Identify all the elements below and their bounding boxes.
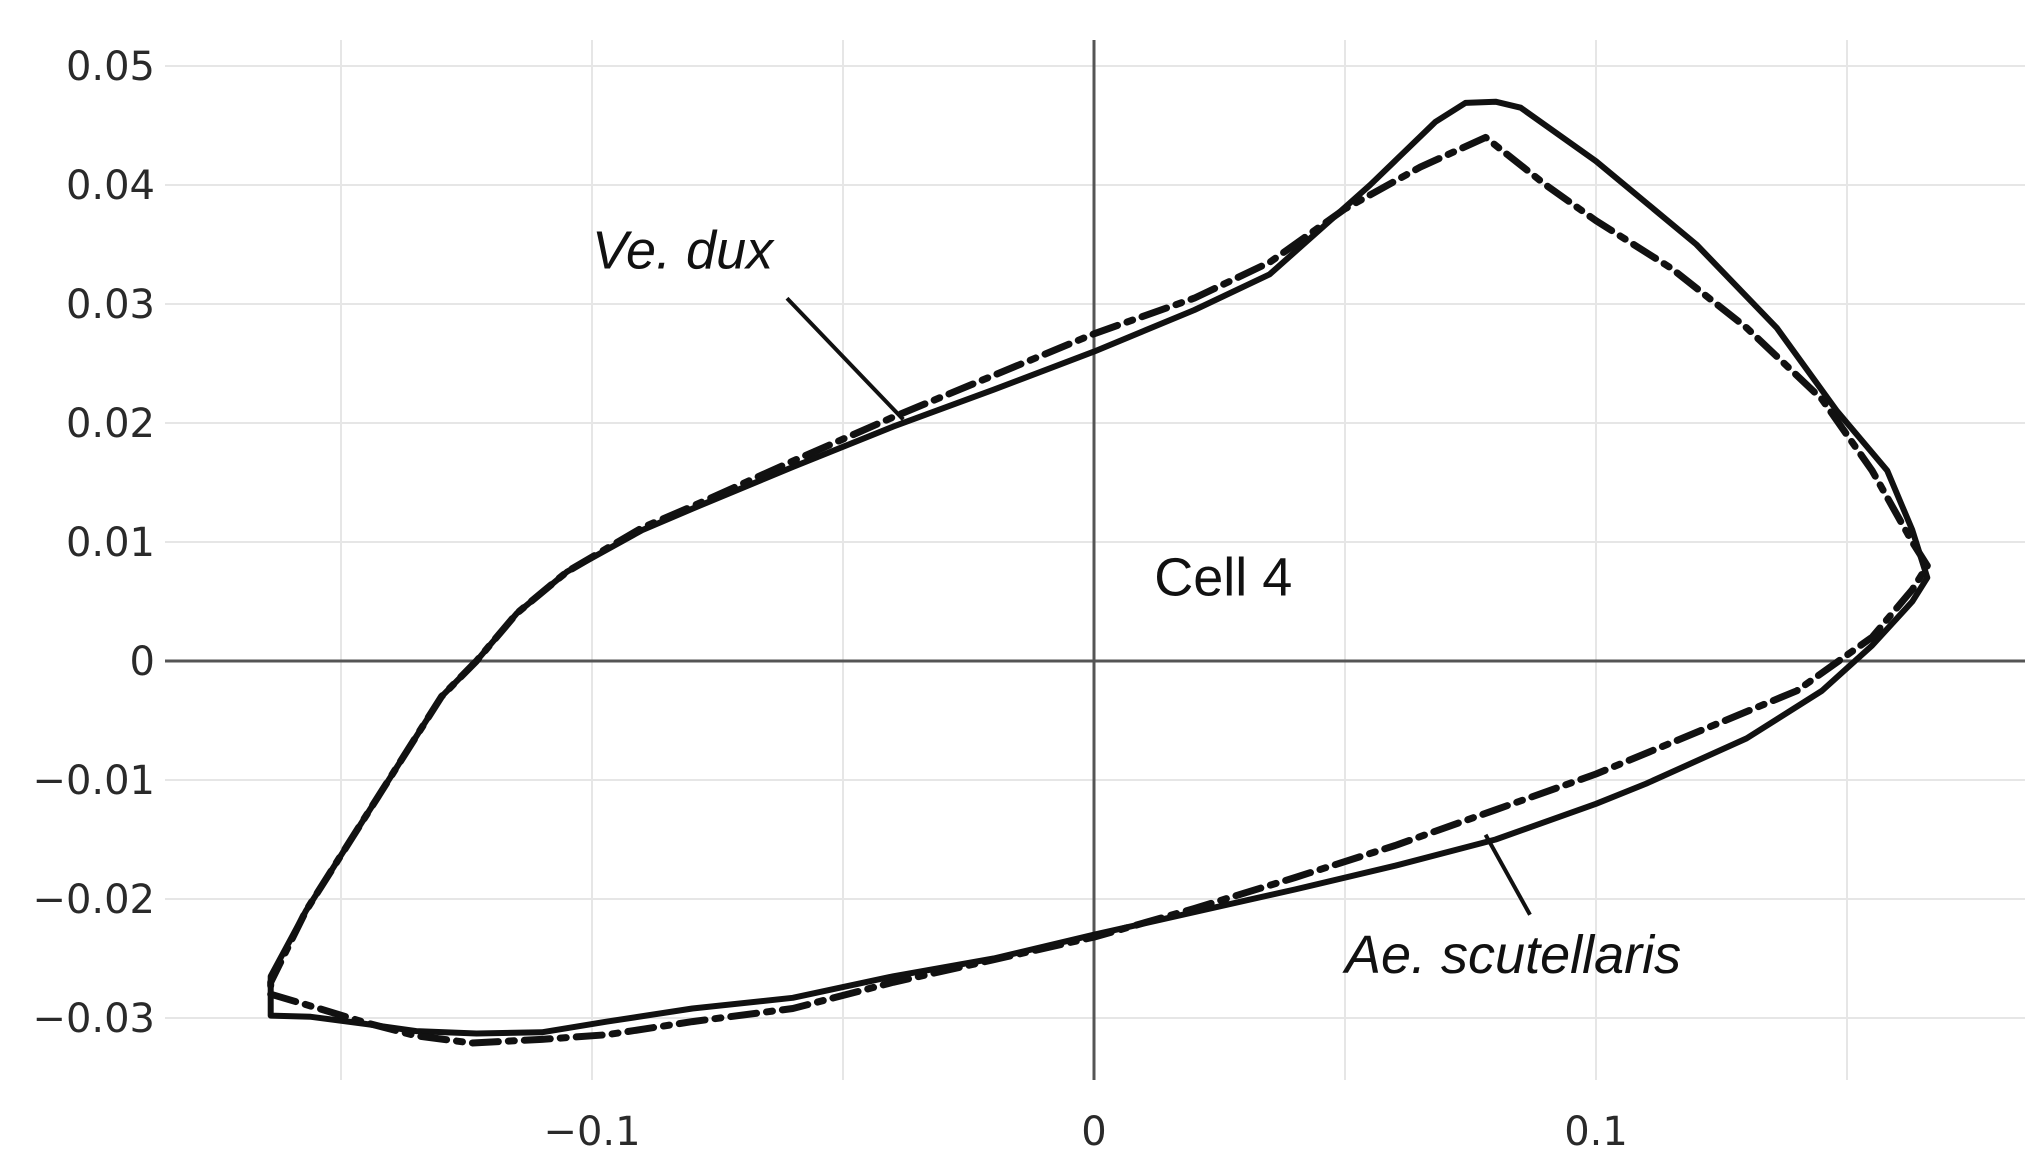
y-tick-label: 0.05 xyxy=(66,44,155,90)
annotation-label: Cell 4 xyxy=(1154,548,1292,608)
y-tick-label: −0.02 xyxy=(32,877,155,923)
y-tick-label: 0 xyxy=(130,639,155,685)
series-line-2 xyxy=(267,133,1931,1047)
annotation-leader-line xyxy=(1483,833,1532,916)
annotation-layer: Ve. dux Cell 4 Ae. scutellaris xyxy=(592,220,1681,984)
annotation-label: Ve. dux xyxy=(592,220,775,280)
y-tick-label: 0.04 xyxy=(66,163,155,209)
y-tick-label: 0.01 xyxy=(66,520,155,566)
series-line-1 xyxy=(267,98,1931,1037)
y-tick-label: −0.03 xyxy=(32,996,155,1042)
x-tick-label: 0 xyxy=(1081,1109,1106,1155)
y-tick-label: 0.03 xyxy=(66,282,155,328)
x-tick-label: −0.1 xyxy=(543,1109,640,1155)
x-tick-label: 0.1 xyxy=(1564,1109,1628,1155)
series-layer xyxy=(267,98,1931,1047)
annotation-leader-line xyxy=(785,296,905,421)
annotation-label: Ae. scutellaris xyxy=(1342,925,1681,985)
y-tick-label: −0.01 xyxy=(32,758,155,804)
axis-layer: 0.05 0.04 0.03 0.02 0.01 0 −0.01 −0.02 −0.03 −0.1… xyxy=(32,40,2025,1155)
y-tick-label: 0.02 xyxy=(66,401,155,447)
